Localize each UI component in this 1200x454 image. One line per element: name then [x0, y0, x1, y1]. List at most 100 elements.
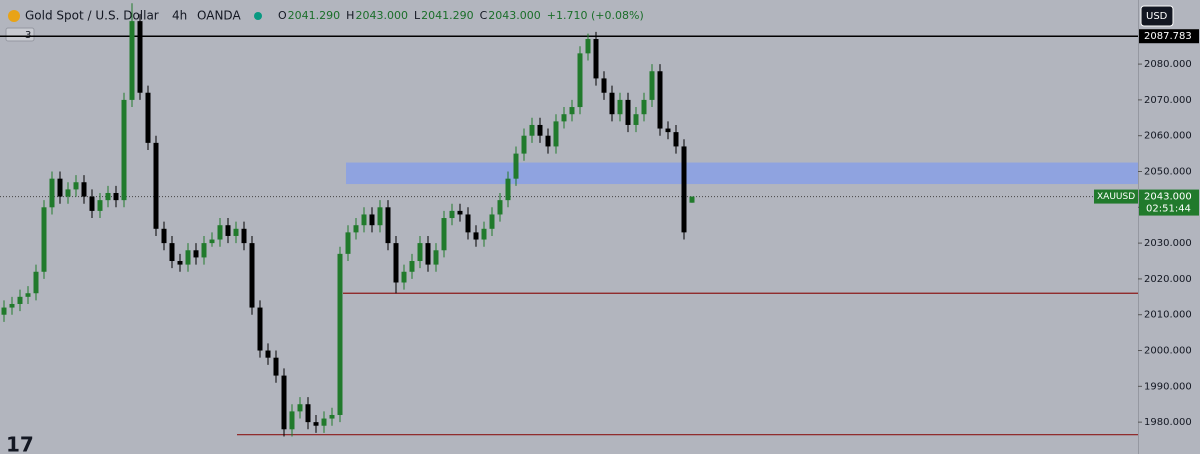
- y-tick-label: 1990.000: [1144, 381, 1192, 392]
- ohlc-label: C: [480, 9, 488, 22]
- candle-body: [321, 418, 327, 426]
- header: Gold Spot / U.S. Dollar 4h OANDA +1.710 …: [8, 9, 644, 23]
- candle-body: [377, 207, 383, 226]
- symbol-title: Gold Spot / U.S. Dollar: [25, 9, 159, 23]
- candle-body: [353, 225, 359, 233]
- candle-body: [433, 250, 439, 265]
- candle-body: [65, 189, 71, 197]
- candle-body: [641, 99, 647, 115]
- currency[interactable]: USD: [1146, 11, 1168, 22]
- candle-body: [57, 178, 63, 197]
- candle-body: [521, 135, 527, 154]
- candle-body: [649, 71, 655, 100]
- candle-body: [585, 39, 591, 54]
- market-status: [254, 12, 262, 20]
- candle-body: [185, 250, 191, 265]
- candle-body: [473, 232, 479, 240]
- zone: [346, 162, 1138, 185]
- candle-body: [601, 78, 607, 93]
- candle-body: [25, 293, 31, 297]
- symbol-box: [1094, 189, 1138, 204]
- candle-body: [257, 307, 263, 351]
- collapse-button[interactable]: [5, 27, 35, 42]
- candle-body: [105, 192, 111, 201]
- candle-body: [273, 357, 279, 376]
- logo: 17: [6, 433, 34, 454]
- high-line-box: [1139, 29, 1199, 44]
- candle-body: [33, 271, 39, 294]
- candle-body: [681, 146, 687, 233]
- candle-body: [609, 92, 615, 115]
- symbol-icon: [8, 10, 20, 22]
- candle-body: [409, 261, 415, 272]
- candle-body: [217, 225, 223, 240]
- y-tick-label: 2060.000: [1144, 131, 1192, 142]
- interval: 4h: [172, 9, 187, 23]
- candle-body: [1, 307, 7, 315]
- candle-body: [153, 142, 159, 229]
- candle-body: [265, 350, 271, 358]
- candle-body: [489, 214, 495, 229]
- candle-body: [41, 207, 47, 272]
- candle-body: [113, 192, 119, 201]
- candle-body: [449, 210, 455, 219]
- symbol-label: XAUUSD: [1097, 192, 1135, 202]
- y-tick-label: 2070.000: [1144, 95, 1192, 106]
- candle-body: [81, 182, 87, 197]
- change: +1.710 (+0.08%): [547, 9, 644, 22]
- candle-body: [137, 21, 143, 93]
- candle-body: [193, 250, 199, 258]
- candle-body: [289, 411, 295, 430]
- y-tick-label: 2080.000: [1144, 59, 1192, 70]
- candle-body: [505, 178, 511, 201]
- candle-body: [361, 214, 367, 226]
- candle-body: [97, 200, 103, 211]
- ohlc-label: L: [414, 9, 421, 22]
- price-box: [1139, 189, 1199, 216]
- candle-body: [561, 114, 567, 122]
- candle-body: [593, 39, 599, 79]
- candle-body: [9, 303, 15, 308]
- candle-body: [529, 124, 535, 136]
- candle-body: [513, 153, 519, 179]
- y-tick-label: 2020.000: [1144, 274, 1192, 285]
- high-line-label: 2087.783: [1144, 31, 1192, 42]
- y-tick-label: 2050.000: [1144, 167, 1192, 178]
- candle-body: [417, 243, 423, 262]
- candle-body: [145, 92, 151, 143]
- candle-body: [329, 414, 335, 419]
- countdown: 02:51:44: [1146, 204, 1191, 215]
- candle-body: [617, 99, 623, 115]
- candle-body: [305, 404, 311, 423]
- candle-body: [73, 182, 79, 190]
- y-tick-label: 2010.000: [1144, 310, 1192, 321]
- candle-body: [577, 53, 583, 108]
- candle-body: [201, 243, 207, 258]
- ohlc-label: O: [278, 9, 287, 22]
- candle-body: [169, 243, 175, 262]
- candle-body: [161, 228, 167, 244]
- candle-body: [249, 243, 255, 308]
- price-axis: [1138, 0, 1200, 454]
- candle-body: [425, 243, 431, 265]
- candle-body: [393, 243, 399, 283]
- candle-body: [17, 296, 23, 304]
- candle-body: [241, 228, 247, 244]
- candle-body: [465, 214, 471, 233]
- candle-body: [129, 21, 135, 100]
- candle-body: [177, 261, 183, 265]
- candle-body: [313, 422, 319, 426]
- candle-body: [689, 196, 695, 203]
- y-tick-label: 2030.000: [1144, 238, 1192, 249]
- candle-body: [233, 228, 239, 236]
- candle-body: [537, 124, 543, 136]
- currency-button[interactable]: [1140, 5, 1174, 27]
- candle-body: [49, 178, 55, 208]
- ohlc-label: H: [346, 9, 354, 22]
- candle-body: [401, 271, 407, 283]
- ohlc-value: 2041.290: [421, 9, 474, 22]
- candle-body: [209, 239, 215, 244]
- candle-body: [121, 99, 127, 201]
- candle-body: [673, 132, 679, 147]
